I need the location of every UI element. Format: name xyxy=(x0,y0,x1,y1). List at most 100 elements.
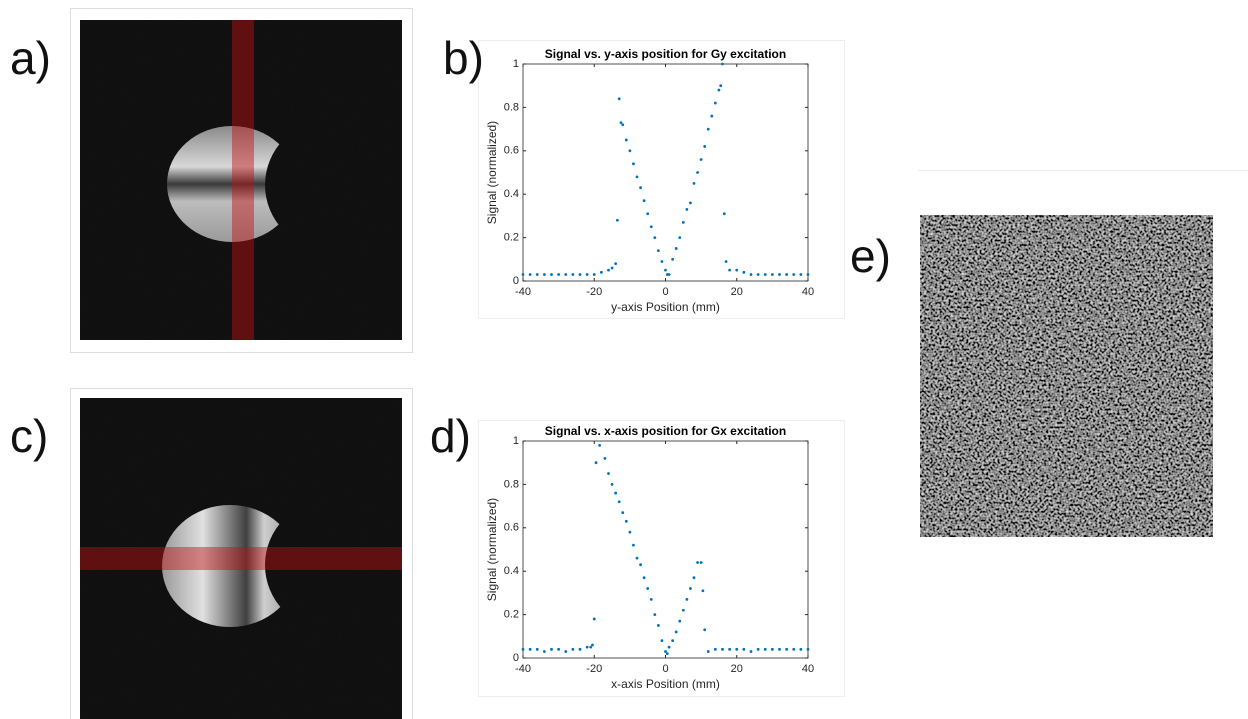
data-point xyxy=(656,249,660,253)
data-point xyxy=(749,650,753,653)
y-tick-label: 0 xyxy=(513,652,519,664)
data-point xyxy=(671,639,675,643)
data-point xyxy=(639,563,642,567)
data-point xyxy=(689,201,692,205)
x-axis-label: y-axis Position (mm) xyxy=(611,300,720,314)
data-point xyxy=(642,199,646,203)
data-point xyxy=(660,639,664,643)
data-point xyxy=(632,543,635,547)
data-point xyxy=(585,273,589,276)
data-point xyxy=(660,260,664,263)
data-point xyxy=(591,643,594,647)
data-point xyxy=(646,587,650,590)
data-point xyxy=(594,461,598,465)
data-point xyxy=(799,273,803,276)
x-tick-label: 20 xyxy=(731,286,743,298)
data-point xyxy=(724,260,728,263)
x-axis-label: x-axis Position (mm) xyxy=(611,677,720,691)
x-tick-label: 40 xyxy=(802,663,814,675)
data-point xyxy=(632,162,635,166)
data-point xyxy=(578,647,582,651)
data-point xyxy=(653,613,657,616)
y-tick-label: 0.6 xyxy=(504,145,519,157)
x-tick-label: -20 xyxy=(586,663,602,675)
data-point xyxy=(610,266,614,270)
data-point xyxy=(735,268,739,272)
data-point xyxy=(742,647,746,651)
panel-label: c) xyxy=(10,410,48,462)
plot-area xyxy=(522,440,809,659)
data-point xyxy=(617,97,621,101)
data-point xyxy=(656,624,660,627)
y-tick-label: 0.8 xyxy=(504,478,519,490)
data-point xyxy=(664,268,667,272)
data-point xyxy=(535,647,539,651)
x-tick-label: 20 xyxy=(731,663,743,675)
data-point xyxy=(785,647,789,651)
data-point xyxy=(610,483,614,486)
data-point xyxy=(628,530,632,534)
chart-title: Signal vs. y-axis position for Gy excita… xyxy=(545,47,786,61)
data-point xyxy=(717,88,721,92)
data-point xyxy=(699,561,703,564)
data-point xyxy=(624,519,628,523)
data-point xyxy=(571,273,575,276)
data-point xyxy=(642,576,646,580)
data-point xyxy=(763,273,767,276)
data-point xyxy=(713,101,717,105)
data-point xyxy=(550,273,553,276)
slice-band xyxy=(80,547,402,570)
data-point xyxy=(806,647,810,651)
data-point xyxy=(667,645,671,649)
data-point xyxy=(589,645,593,649)
data-point xyxy=(706,127,710,131)
data-point xyxy=(689,587,692,590)
x-tick-label: 0 xyxy=(662,663,668,675)
y-tick-label: 0.4 xyxy=(504,565,519,577)
y-axis-label: Signal (normalized) xyxy=(485,121,499,224)
y-tick-label: 0 xyxy=(513,275,519,287)
data-point xyxy=(624,138,628,142)
panel-label: b) xyxy=(443,32,484,84)
frame xyxy=(70,8,413,353)
data-point xyxy=(557,647,561,651)
data-point xyxy=(592,273,596,276)
data-point xyxy=(621,123,625,127)
data-point xyxy=(792,273,796,276)
data-point xyxy=(671,257,675,261)
data-point xyxy=(535,273,539,276)
phantom xyxy=(162,505,298,627)
data-point xyxy=(646,212,650,216)
x-tick-label: -40 xyxy=(515,663,531,675)
slice-band xyxy=(232,20,254,340)
y-tick-label: 0.6 xyxy=(504,522,519,534)
panel-label: a) xyxy=(10,32,51,84)
data-point xyxy=(564,650,568,653)
x-tick-label: -40 xyxy=(515,286,531,298)
data-point xyxy=(599,270,603,274)
data-point xyxy=(756,647,760,651)
data-point xyxy=(614,491,618,495)
data-point xyxy=(619,121,623,124)
data-point xyxy=(778,273,781,276)
data-point xyxy=(678,619,682,623)
y-tick-label: 0.2 xyxy=(504,609,519,621)
data-point xyxy=(721,62,724,66)
data-point xyxy=(607,268,610,272)
data-point xyxy=(681,608,685,612)
data-point xyxy=(763,647,767,651)
chart-title: Signal vs. x-axis position for Gx excita… xyxy=(545,424,786,438)
x-tick-label: 0 xyxy=(662,286,668,298)
data-point xyxy=(699,158,703,161)
data-point xyxy=(692,181,696,185)
data-point xyxy=(681,221,685,224)
data-point xyxy=(617,500,621,504)
data-point xyxy=(571,647,575,651)
data-point xyxy=(550,647,553,651)
data-point xyxy=(713,647,717,651)
data-point xyxy=(649,225,653,229)
data-point xyxy=(621,511,625,515)
data-point xyxy=(678,236,682,240)
data-point xyxy=(665,652,669,656)
